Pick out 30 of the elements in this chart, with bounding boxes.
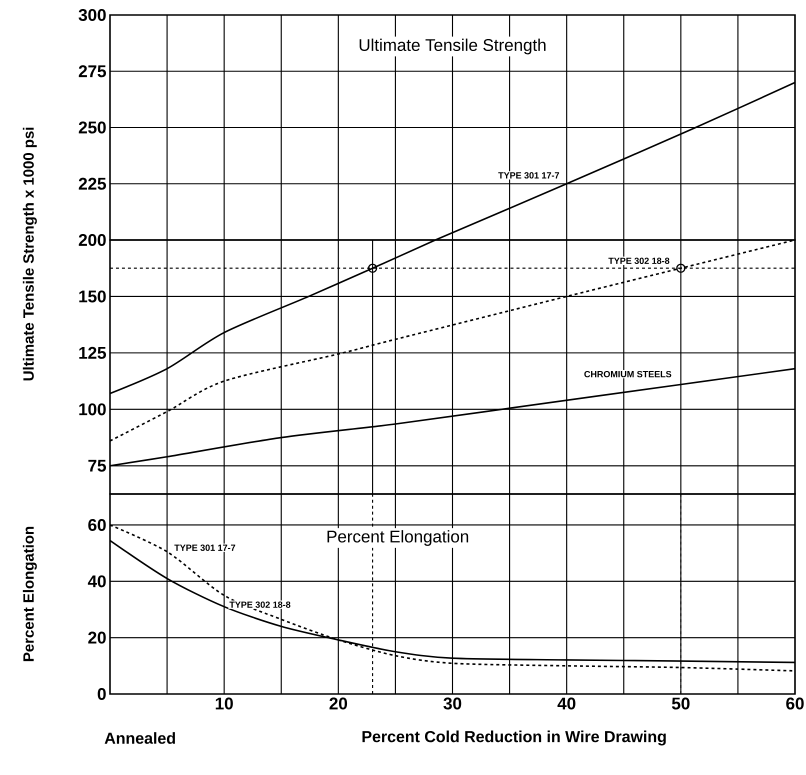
- x-tick-label: 30: [443, 698, 462, 710]
- y-tick-label: 0: [98, 688, 106, 700]
- series-label: TYPE 302 18-8: [229, 601, 290, 608]
- y-tick-label: 200: [78, 234, 106, 246]
- series-label: TYPE 302 18-8: [608, 258, 670, 264]
- y-tick-label: 150: [79, 290, 106, 302]
- y-axis-title: Percent Elongation: [22, 526, 37, 662]
- x-tick-label: 10: [216, 698, 233, 710]
- x-tick-label: 40: [558, 698, 576, 710]
- x-tick-label: 60: [786, 698, 804, 710]
- series-label: TYPE 301 17-7: [498, 172, 560, 179]
- y-tick-label: 40: [88, 575, 106, 588]
- y-tick-label: 125: [79, 346, 106, 359]
- y-tick-label: 20: [88, 632, 106, 644]
- y-tick-label: 100: [79, 403, 106, 416]
- text: Annealed: [104, 732, 175, 744]
- y-axis-title: Ultimate Tensile Strength x 1000 psi: [22, 128, 37, 380]
- y-tick-label: 75: [88, 460, 106, 472]
- x-tick-label: 20: [330, 698, 348, 710]
- series-label: CHROMIUM STEELS: [584, 370, 672, 378]
- text: Percent Elongation: [328, 530, 468, 546]
- series-label: TYPE 301 17-7: [174, 544, 236, 551]
- text: Ultimate Tensile Strength: [360, 38, 546, 54]
- y-tick-label: 60: [88, 518, 106, 531]
- y-tick-label: 300: [78, 8, 106, 21]
- y-tick-label: 250: [78, 121, 106, 134]
- x-tick-label: 50: [672, 698, 690, 710]
- y-tick-label: 275: [78, 65, 106, 78]
- y-tick-label: 225: [78, 178, 106, 190]
- x-axis-title: Percent Cold Reduction in Wire Drawing: [362, 730, 666, 746]
